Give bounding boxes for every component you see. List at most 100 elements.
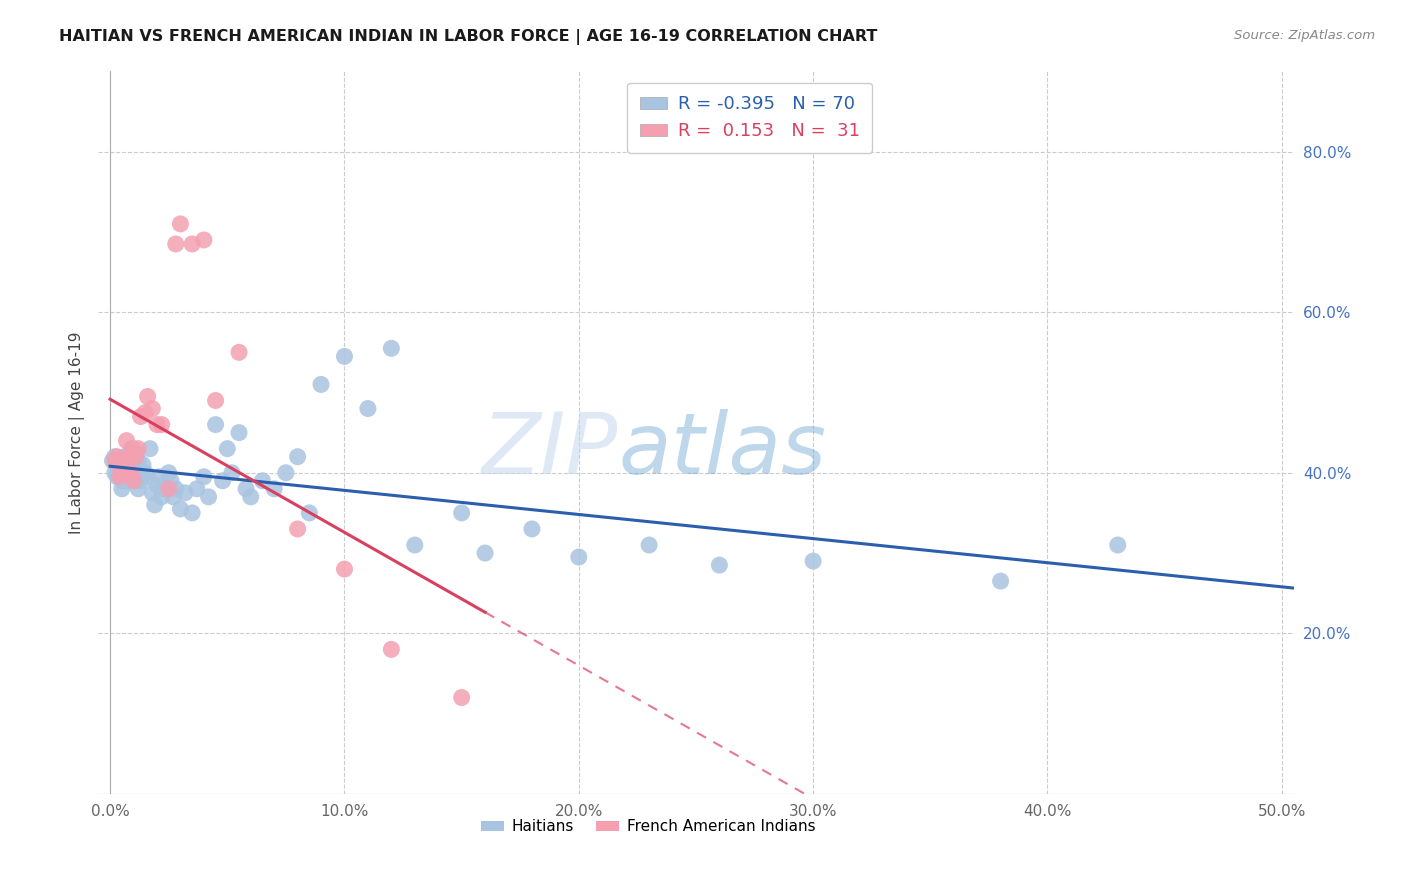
Point — [141, 485, 163, 500]
Point — [165, 236, 187, 251]
Legend: Haitians, French American Indians: Haitians, French American Indians — [475, 814, 821, 840]
Point — [146, 417, 169, 432]
Point — [108, 458, 131, 472]
Point — [228, 345, 250, 359]
Point — [181, 506, 204, 520]
Point — [104, 466, 127, 480]
Point — [132, 458, 155, 472]
Point — [111, 466, 134, 480]
Point — [380, 642, 402, 657]
Point — [165, 482, 187, 496]
Point — [104, 453, 127, 467]
Point — [139, 442, 162, 456]
Point — [115, 458, 138, 472]
Point — [235, 482, 257, 496]
Point — [211, 474, 233, 488]
Point — [134, 466, 156, 480]
Point — [136, 389, 159, 403]
Point — [127, 482, 149, 496]
Point — [105, 469, 128, 483]
Point — [186, 482, 208, 496]
Point — [122, 458, 145, 472]
Text: atlas: atlas — [619, 409, 827, 492]
Point — [298, 506, 321, 520]
Point — [450, 690, 472, 705]
Point — [105, 450, 128, 464]
Point — [404, 538, 426, 552]
Point — [162, 490, 184, 504]
Point — [568, 549, 591, 565]
Point — [169, 217, 191, 231]
Point — [333, 562, 356, 576]
Point — [709, 558, 731, 573]
Point — [157, 482, 180, 496]
Point — [153, 482, 176, 496]
Point — [228, 425, 250, 440]
Point — [118, 453, 141, 467]
Point — [1107, 538, 1129, 552]
Point — [108, 461, 131, 475]
Point — [990, 574, 1012, 589]
Point — [274, 466, 297, 480]
Text: Source: ZipAtlas.com: Source: ZipAtlas.com — [1234, 29, 1375, 42]
Point — [112, 466, 135, 480]
Point — [118, 450, 141, 464]
Point — [122, 466, 145, 480]
Point — [143, 498, 166, 512]
Point — [263, 482, 285, 496]
Point — [136, 469, 159, 483]
Point — [125, 474, 148, 488]
Point — [193, 233, 215, 247]
Y-axis label: In Labor Force | Age 16-19: In Labor Force | Age 16-19 — [69, 331, 84, 534]
Point — [450, 506, 472, 520]
Point — [129, 409, 152, 424]
Point — [120, 442, 142, 456]
Point — [520, 522, 543, 536]
Point — [309, 377, 332, 392]
Point — [105, 458, 128, 472]
Point — [239, 490, 262, 504]
Point — [120, 466, 142, 480]
Point — [115, 453, 138, 467]
Point — [197, 490, 219, 504]
Point — [127, 442, 149, 456]
Point — [118, 466, 141, 480]
Point — [127, 453, 149, 467]
Point — [157, 466, 180, 480]
Point — [287, 522, 309, 536]
Point — [112, 450, 135, 464]
Point — [104, 450, 127, 464]
Point — [174, 485, 197, 500]
Point — [287, 450, 309, 464]
Point — [801, 554, 824, 568]
Point — [111, 474, 134, 488]
Point — [474, 546, 496, 560]
Point — [333, 349, 356, 364]
Point — [141, 401, 163, 416]
Point — [148, 469, 170, 483]
Point — [181, 236, 204, 251]
Text: ZIP: ZIP — [482, 409, 619, 492]
Point — [204, 417, 226, 432]
Point — [217, 442, 239, 456]
Point — [111, 469, 134, 483]
Point — [160, 474, 183, 488]
Point — [252, 474, 274, 488]
Point — [129, 474, 152, 488]
Point — [115, 474, 138, 488]
Point — [221, 466, 243, 480]
Point — [122, 474, 145, 488]
Point — [134, 405, 156, 419]
Point — [150, 417, 173, 432]
Point — [146, 478, 169, 492]
Point — [169, 501, 191, 516]
Point — [125, 450, 148, 464]
Point — [101, 453, 124, 467]
Point — [108, 469, 131, 483]
Point — [108, 453, 131, 467]
Point — [112, 461, 135, 475]
Point — [204, 393, 226, 408]
Point — [111, 482, 134, 496]
Point — [380, 341, 402, 355]
Point — [150, 490, 173, 504]
